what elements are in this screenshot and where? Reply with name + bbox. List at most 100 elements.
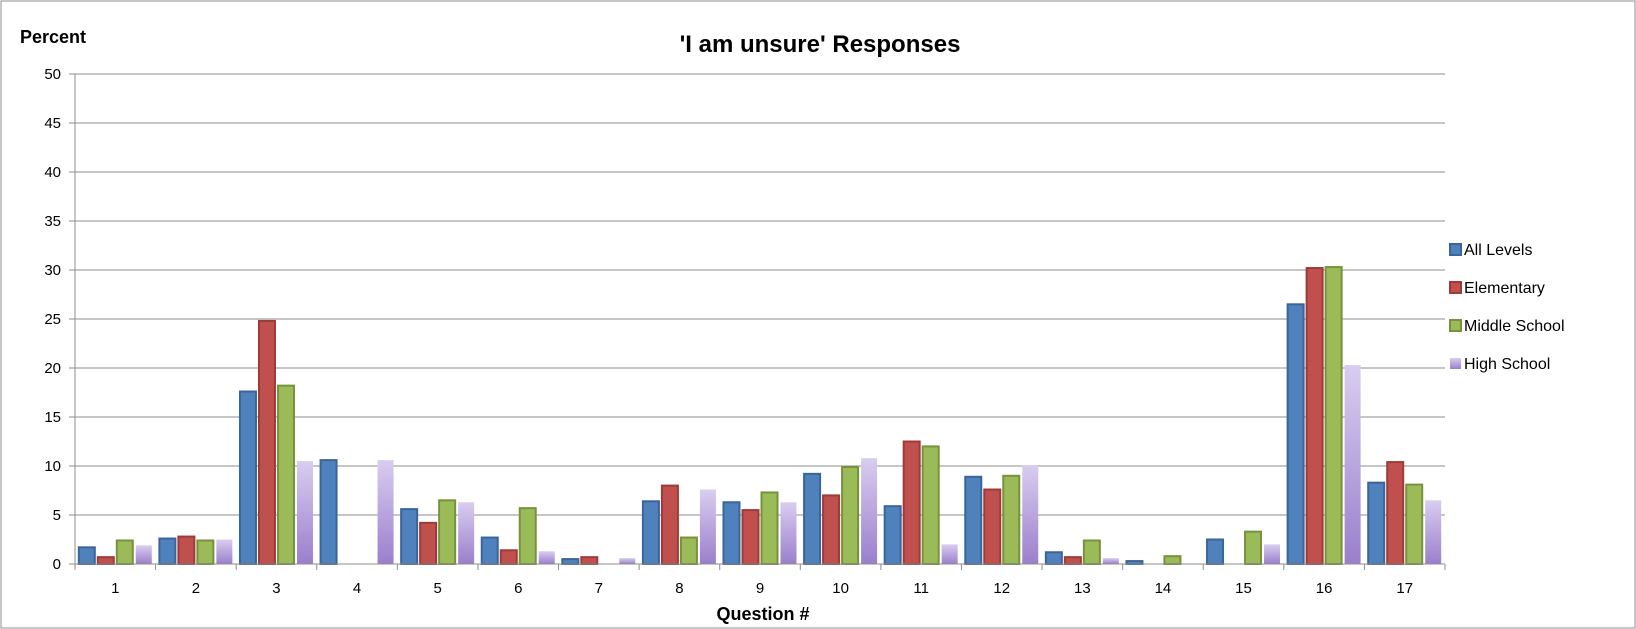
- y-tick-label: 10: [44, 458, 61, 475]
- bar-middle-school: [1082, 539, 1101, 565]
- x-axis-title: Question #: [716, 604, 809, 624]
- bar-elementary: [177, 535, 196, 565]
- legend-label: High School: [1464, 356, 1550, 373]
- bar-high-school: [1022, 465, 1039, 564]
- bar-high-school: [1102, 558, 1119, 564]
- bar-middle-school: [1163, 555, 1182, 565]
- bar-all-levels: [803, 472, 822, 565]
- bar-high-school: [1264, 544, 1281, 564]
- bar-high-school: [538, 551, 555, 564]
- bar-all-levels: [77, 546, 96, 566]
- bar-all-levels: [319, 459, 338, 565]
- y-tick-label: 45: [44, 115, 61, 132]
- bar-all-levels: [561, 558, 580, 565]
- x-tick-label: 17: [1396, 580, 1413, 597]
- y-tick-label: 30: [44, 262, 61, 279]
- bar-high-school: [861, 458, 878, 564]
- bar-elementary: [822, 494, 841, 565]
- y-tick-label: 50: [44, 66, 61, 83]
- bar-middle-school: [841, 465, 860, 566]
- y-tick-label: 0: [53, 556, 61, 573]
- x-tick-label: 1: [111, 580, 119, 597]
- bar-middle-school: [1002, 474, 1021, 565]
- x-tick-label: 12: [993, 580, 1010, 597]
- bar-all-levels: [400, 508, 419, 565]
- bar-all-levels: [480, 536, 499, 565]
- bar-elementary: [983, 488, 1002, 565]
- bar-all-levels: [964, 475, 983, 565]
- bar-all-levels: [1367, 481, 1386, 565]
- bar-all-levels: [722, 501, 741, 566]
- bar-high-school: [377, 460, 394, 564]
- bar-all-levels: [1206, 538, 1225, 565]
- bar-elementary: [902, 440, 921, 565]
- x-tick-label: 2: [192, 580, 200, 597]
- x-tick-label: 16: [1316, 580, 1333, 597]
- bar-elementary: [1063, 556, 1082, 566]
- bar-all-levels: [883, 505, 902, 565]
- legend-label: All Levels: [1464, 242, 1532, 259]
- bar-elementary: [741, 509, 760, 566]
- bar-middle-school: [276, 384, 295, 566]
- bar-middle-school: [679, 536, 698, 565]
- bar-high-school: [780, 502, 797, 564]
- y-tick-label: 15: [44, 409, 61, 426]
- bar-high-school: [1425, 500, 1442, 564]
- bar-all-levels: [158, 537, 177, 566]
- x-tick-label: 15: [1235, 580, 1252, 597]
- bar-elementary: [96, 556, 115, 566]
- x-tick-label: 10: [832, 580, 849, 597]
- x-tick-label: 13: [1074, 580, 1091, 597]
- x-tick-label: 8: [675, 580, 683, 597]
- bar-elementary: [257, 319, 276, 565]
- bar-high-school: [458, 502, 475, 564]
- legend-swatch: [1449, 281, 1462, 294]
- x-tick-label: 11: [913, 580, 929, 597]
- bar-middle-school: [115, 539, 134, 565]
- legend-swatch: [1450, 358, 1461, 369]
- y-tick-label: 25: [44, 311, 61, 328]
- bar-elementary: [1305, 267, 1324, 565]
- bar-middle-school: [1324, 266, 1343, 565]
- x-tick-label: 4: [353, 580, 361, 597]
- bar-elementary: [499, 549, 518, 566]
- y-tick-label: 35: [44, 213, 61, 230]
- bar-elementary: [580, 556, 599, 566]
- bar-high-school: [1344, 365, 1361, 564]
- chart-title: 'I am unsure' Responses: [680, 31, 961, 58]
- x-tick-label: 14: [1155, 580, 1172, 597]
- legend-swatch: [1449, 243, 1462, 256]
- bar-middle-school: [196, 539, 215, 565]
- bar-middle-school: [921, 445, 940, 565]
- bar-high-school: [296, 461, 313, 564]
- bar-high-school: [619, 558, 636, 564]
- bar-high-school: [216, 539, 233, 564]
- bar-high-school: [135, 545, 152, 564]
- legend-label: Middle School: [1464, 318, 1565, 335]
- bar-all-levels: [641, 500, 660, 565]
- legend-swatch: [1449, 319, 1462, 332]
- y-tick-label: 40: [44, 164, 61, 181]
- y-axis-title: Percent: [20, 27, 86, 47]
- bar-middle-school: [518, 507, 537, 566]
- bar-all-levels: [1286, 303, 1305, 565]
- y-tick-label: 5: [53, 507, 61, 524]
- bar-all-levels: [1044, 551, 1063, 565]
- x-tick-label: 5: [433, 580, 441, 597]
- bar-all-levels: [238, 390, 257, 565]
- bar-middle-school: [1244, 530, 1263, 565]
- bar-elementary: [419, 521, 438, 566]
- bar-high-school: [699, 489, 716, 564]
- bar-middle-school: [1405, 483, 1424, 565]
- x-tick-label: 7: [595, 580, 603, 597]
- bar-middle-school: [760, 491, 779, 565]
- bar-middle-school: [438, 499, 457, 565]
- bar-elementary: [660, 484, 679, 566]
- x-tick-label: 6: [514, 580, 522, 597]
- bar-elementary: [1386, 461, 1405, 565]
- bar-high-school: [941, 544, 958, 564]
- y-tick-label: 20: [44, 360, 61, 377]
